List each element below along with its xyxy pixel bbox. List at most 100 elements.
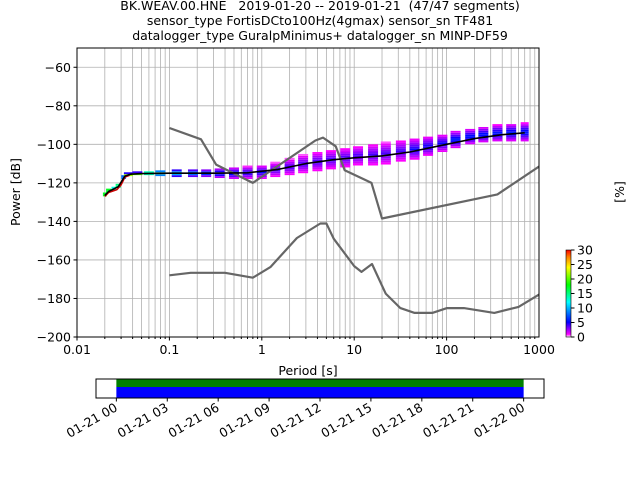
- psd-heatmap-cell: [395, 159, 406, 162]
- psd-heatmap-cell: [380, 160, 391, 163]
- psd-heatmap-cell: [155, 170, 166, 173]
- psd-heatmap-cell: [353, 157, 364, 160]
- new-high-noise-model-line: [169, 126, 539, 220]
- psd-heatmap-cell: [298, 153, 309, 156]
- data-used-bar: [116, 387, 524, 398]
- psd-heatmap-cell: [340, 152, 351, 154]
- mean-psd-line: [104, 132, 525, 196]
- psd-heatmap-cell: [340, 150, 351, 153]
- psd-heatmap-cell: [520, 126, 529, 128]
- psd-heatmap-cell: [353, 152, 364, 154]
- psd-heatmap-cell: [437, 140, 448, 143]
- psd-heatmap-cell: [242, 169, 253, 172]
- psd-heatmap-cell: [380, 156, 391, 159]
- psd-heatmap-cell: [478, 140, 489, 143]
- psd-heatmap-cell: [437, 134, 448, 137]
- psd-heatmap-cell: [340, 163, 351, 166]
- psd-heatmap-cell: [423, 136, 434, 139]
- colorbar-tick-label: 15: [577, 286, 593, 301]
- psd-heatmap-cell: [395, 157, 406, 160]
- psd-heatmap-cell: [270, 173, 281, 176]
- psd-heatmap-cell: [409, 146, 420, 149]
- psd-heatmap-cell: [270, 171, 281, 174]
- psd-heatmap-cell: [368, 148, 379, 151]
- psd-heatmap-cell: [187, 169, 198, 172]
- psd-heatmap-cell: [340, 161, 351, 164]
- psd-heatmap-cell: [380, 149, 391, 152]
- colorbar: [565, 249, 572, 338]
- psd-heatmap-cell: [123, 172, 133, 175]
- psd-heatmap-cell: [325, 155, 336, 158]
- psd-heatmap-cell: [478, 138, 489, 141]
- colorbar-tick-label: 30: [577, 243, 593, 258]
- psd-heatmap-cell: [506, 139, 517, 142]
- psd-heatmap-cell: [395, 148, 406, 151]
- psd-heatmap-cell: [353, 148, 364, 151]
- psd-heatmap-cell: [437, 142, 448, 145]
- colorbar-label: [%]: [612, 181, 627, 203]
- timeline-tick-label: 01-21 18: [369, 400, 425, 441]
- psd-heatmap-cell: [214, 168, 225, 171]
- psd-heatmap-cell: [520, 122, 529, 125]
- psd-heatmap-cell: [380, 151, 391, 153]
- psd-heatmap-cell: [478, 130, 489, 133]
- psd-heatmap-cell: [368, 150, 379, 153]
- psd-heatmap-cell: [380, 147, 391, 150]
- psd-heatmap-cell: [450, 136, 461, 139]
- y-tick-label: −180: [37, 291, 71, 306]
- psd-heatmap-cell: [380, 153, 391, 155]
- colorbar-tick-label: 5: [577, 315, 585, 330]
- psd-heatmap-cell: [298, 157, 309, 160]
- psd-heatmap-cell: [409, 140, 420, 143]
- psd-heatmap-cell: [465, 136, 476, 139]
- psd-heatmap-cell: [437, 150, 448, 153]
- psd-heatmap-cell: [423, 150, 434, 153]
- psd-heatmap-cell: [201, 175, 212, 178]
- psd-heatmap-cell: [325, 152, 336, 154]
- psd-heatmap-cell: [256, 167, 267, 170]
- psd-heatmap-cell: [520, 124, 529, 127]
- y-tick-label: −120: [37, 175, 71, 190]
- psd-heatmap-cell: [270, 161, 281, 164]
- psd-heatmap-cell: [450, 134, 461, 137]
- psd-heatmap-cell: [423, 142, 434, 145]
- psd-heatmap-cell: [115, 183, 121, 186]
- psd-heatmap-cell: [111, 186, 117, 189]
- psd-heatmap-cell: [520, 137, 529, 140]
- psd-heatmap-cell: [353, 150, 364, 153]
- psd-heatmap-cell: [121, 175, 127, 178]
- psd-heatmap-cell: [201, 173, 212, 176]
- psd-heatmap-cell: [478, 128, 489, 131]
- psd-heatmap-cell: [492, 137, 503, 140]
- chart-title-line-3: datalogger_type GuralpMinimus+ datalogge…: [132, 28, 508, 43]
- psd-heatmap-cell: [520, 127, 529, 130]
- psd-heatmap-cell: [395, 155, 406, 158]
- psd-heatmap-cell: [492, 124, 503, 127]
- psd-heatmap-cell: [395, 150, 406, 153]
- psd-heatmap-cell: [409, 142, 420, 145]
- psd-heatmap-cell: [450, 132, 461, 135]
- psd-heatmap-cell: [395, 146, 406, 149]
- psd-heatmap-cell: [437, 146, 448, 149]
- psd-heatmap-cell: [380, 162, 391, 165]
- psd-heatmap-cell: [325, 161, 336, 164]
- timeline-tick-label: 01-21 00: [64, 400, 120, 441]
- psd-heatmap-cell: [187, 173, 198, 176]
- psd-heatmap-cell: [368, 144, 379, 147]
- psd-heatmap-cell: [284, 161, 295, 164]
- y-tick-label: −80: [45, 98, 71, 113]
- x-tick-label: 1: [258, 342, 266, 357]
- psd-heatmap-cell: [284, 163, 295, 166]
- plot-area-frame: [76, 47, 540, 338]
- psd-heatmap-cell: [242, 167, 253, 170]
- timeline-tick-label: 01-21 09: [216, 400, 272, 441]
- psd-heatmap-cell: [340, 155, 351, 158]
- psd-heatmap-cell: [506, 124, 517, 127]
- psd-heatmap-cell: [242, 165, 253, 168]
- psd-heatmap-cell: [325, 163, 336, 166]
- psd-heatmap-cell: [214, 174, 225, 177]
- psd-heatmap-cell: [201, 171, 212, 174]
- psd-heatmap-cell: [450, 140, 461, 143]
- psd-heatmap-cell: [520, 139, 529, 142]
- timeline-tick-label: 01-21 21: [420, 400, 476, 441]
